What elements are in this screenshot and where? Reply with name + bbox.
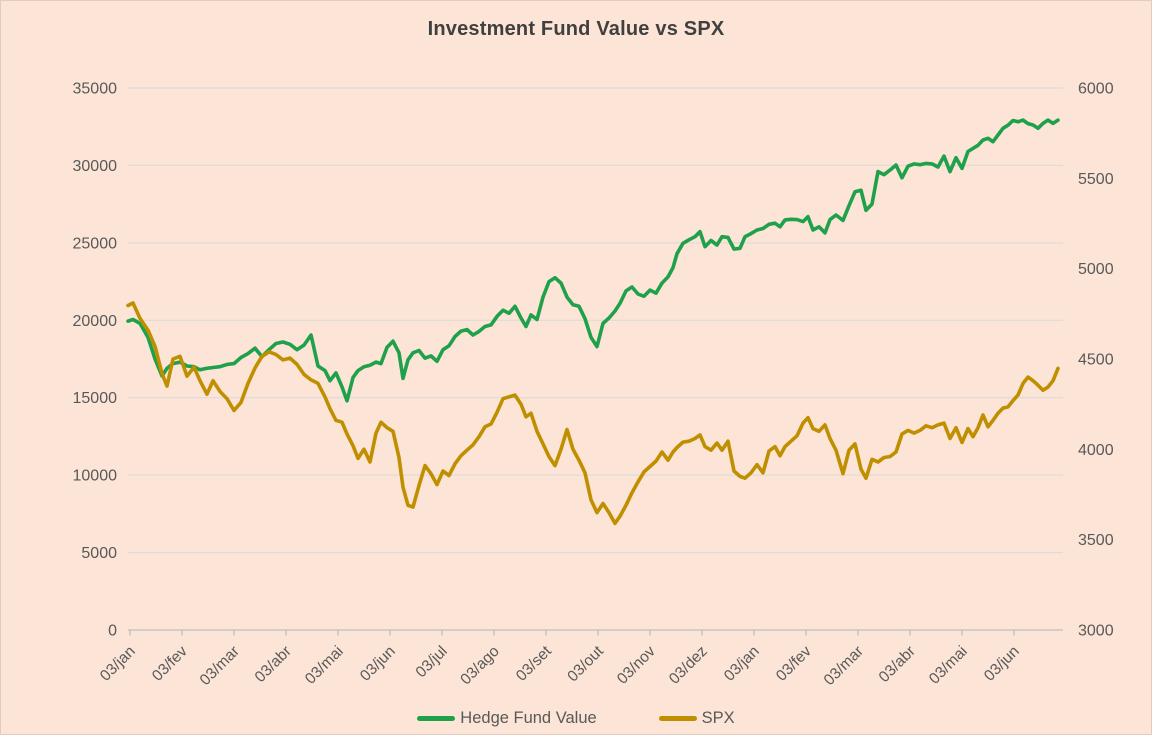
y-axis-label-right: 6000 <box>1078 81 1114 98</box>
legend-item-hedge-fund[interactable]: Hedge Fund Value <box>417 709 597 728</box>
x-axis-label: 03/dez <box>666 643 711 688</box>
x-axis-label: 03/jun <box>357 643 399 685</box>
y-axis-label-left: 15000 <box>73 390 118 407</box>
y-axis-label-left: 20000 <box>73 313 118 330</box>
legend: Hedge Fund Value SPX <box>0 709 1152 728</box>
y-axis-label-right: 4500 <box>1078 352 1114 369</box>
legend-label-spx: SPX <box>701 709 735 727</box>
hedge-fund-line-swatch-icon <box>417 716 456 721</box>
chart-title: Investment Fund Value vs SPX <box>427 18 725 40</box>
x-axis-label: 03/ago <box>457 643 503 689</box>
y-axis-label-left: 25000 <box>73 235 118 252</box>
x-axis-label: 03/abr <box>252 643 295 686</box>
x-axis-label: 03/abr <box>876 643 919 686</box>
x-axis-label: 03/jan <box>721 643 763 685</box>
spx-line[interactable] <box>126 301 1060 526</box>
y-axis-label-left: 10000 <box>73 468 118 485</box>
y-axis-label-right: 3000 <box>1078 623 1114 640</box>
y-axis-label-left: 30000 <box>73 158 118 175</box>
y-axis-label-left: 0 <box>108 623 117 640</box>
x-axis-label: 03/mar <box>197 643 243 689</box>
y-axis-label-right: 3500 <box>1078 532 1114 549</box>
y-axis-label-right: 5000 <box>1078 261 1114 278</box>
legend-item-spx[interactable]: SPX <box>658 709 735 728</box>
x-axis-label: 03/mai <box>926 643 971 688</box>
x-axis-label: 03/mar <box>821 643 867 689</box>
x-axis-label: 03/jun <box>981 643 1023 685</box>
hedge-fund-line[interactable] <box>126 118 1060 403</box>
x-axis-label: 03/nov <box>614 643 659 688</box>
x-axis-label: 03/fev <box>149 643 191 685</box>
spx-line-swatch-icon <box>658 716 697 721</box>
y-axis-label-right: 4000 <box>1078 442 1114 459</box>
x-axis-label: 03/out <box>564 642 607 685</box>
x-axis-label: 03/fev <box>773 643 815 685</box>
y-axis-label-left: 5000 <box>81 545 117 562</box>
legend-label-hedge-fund: Hedge Fund Value <box>460 709 597 727</box>
x-axis-label: 03/jul <box>413 643 451 681</box>
x-axis-label: 03/jan <box>97 643 139 685</box>
x-axis-label: 03/set <box>513 642 555 684</box>
x-axis-label: 03/mai <box>302 643 347 688</box>
y-axis-label-left: 35000 <box>73 81 118 98</box>
y-axis-label-right: 5500 <box>1078 171 1114 188</box>
